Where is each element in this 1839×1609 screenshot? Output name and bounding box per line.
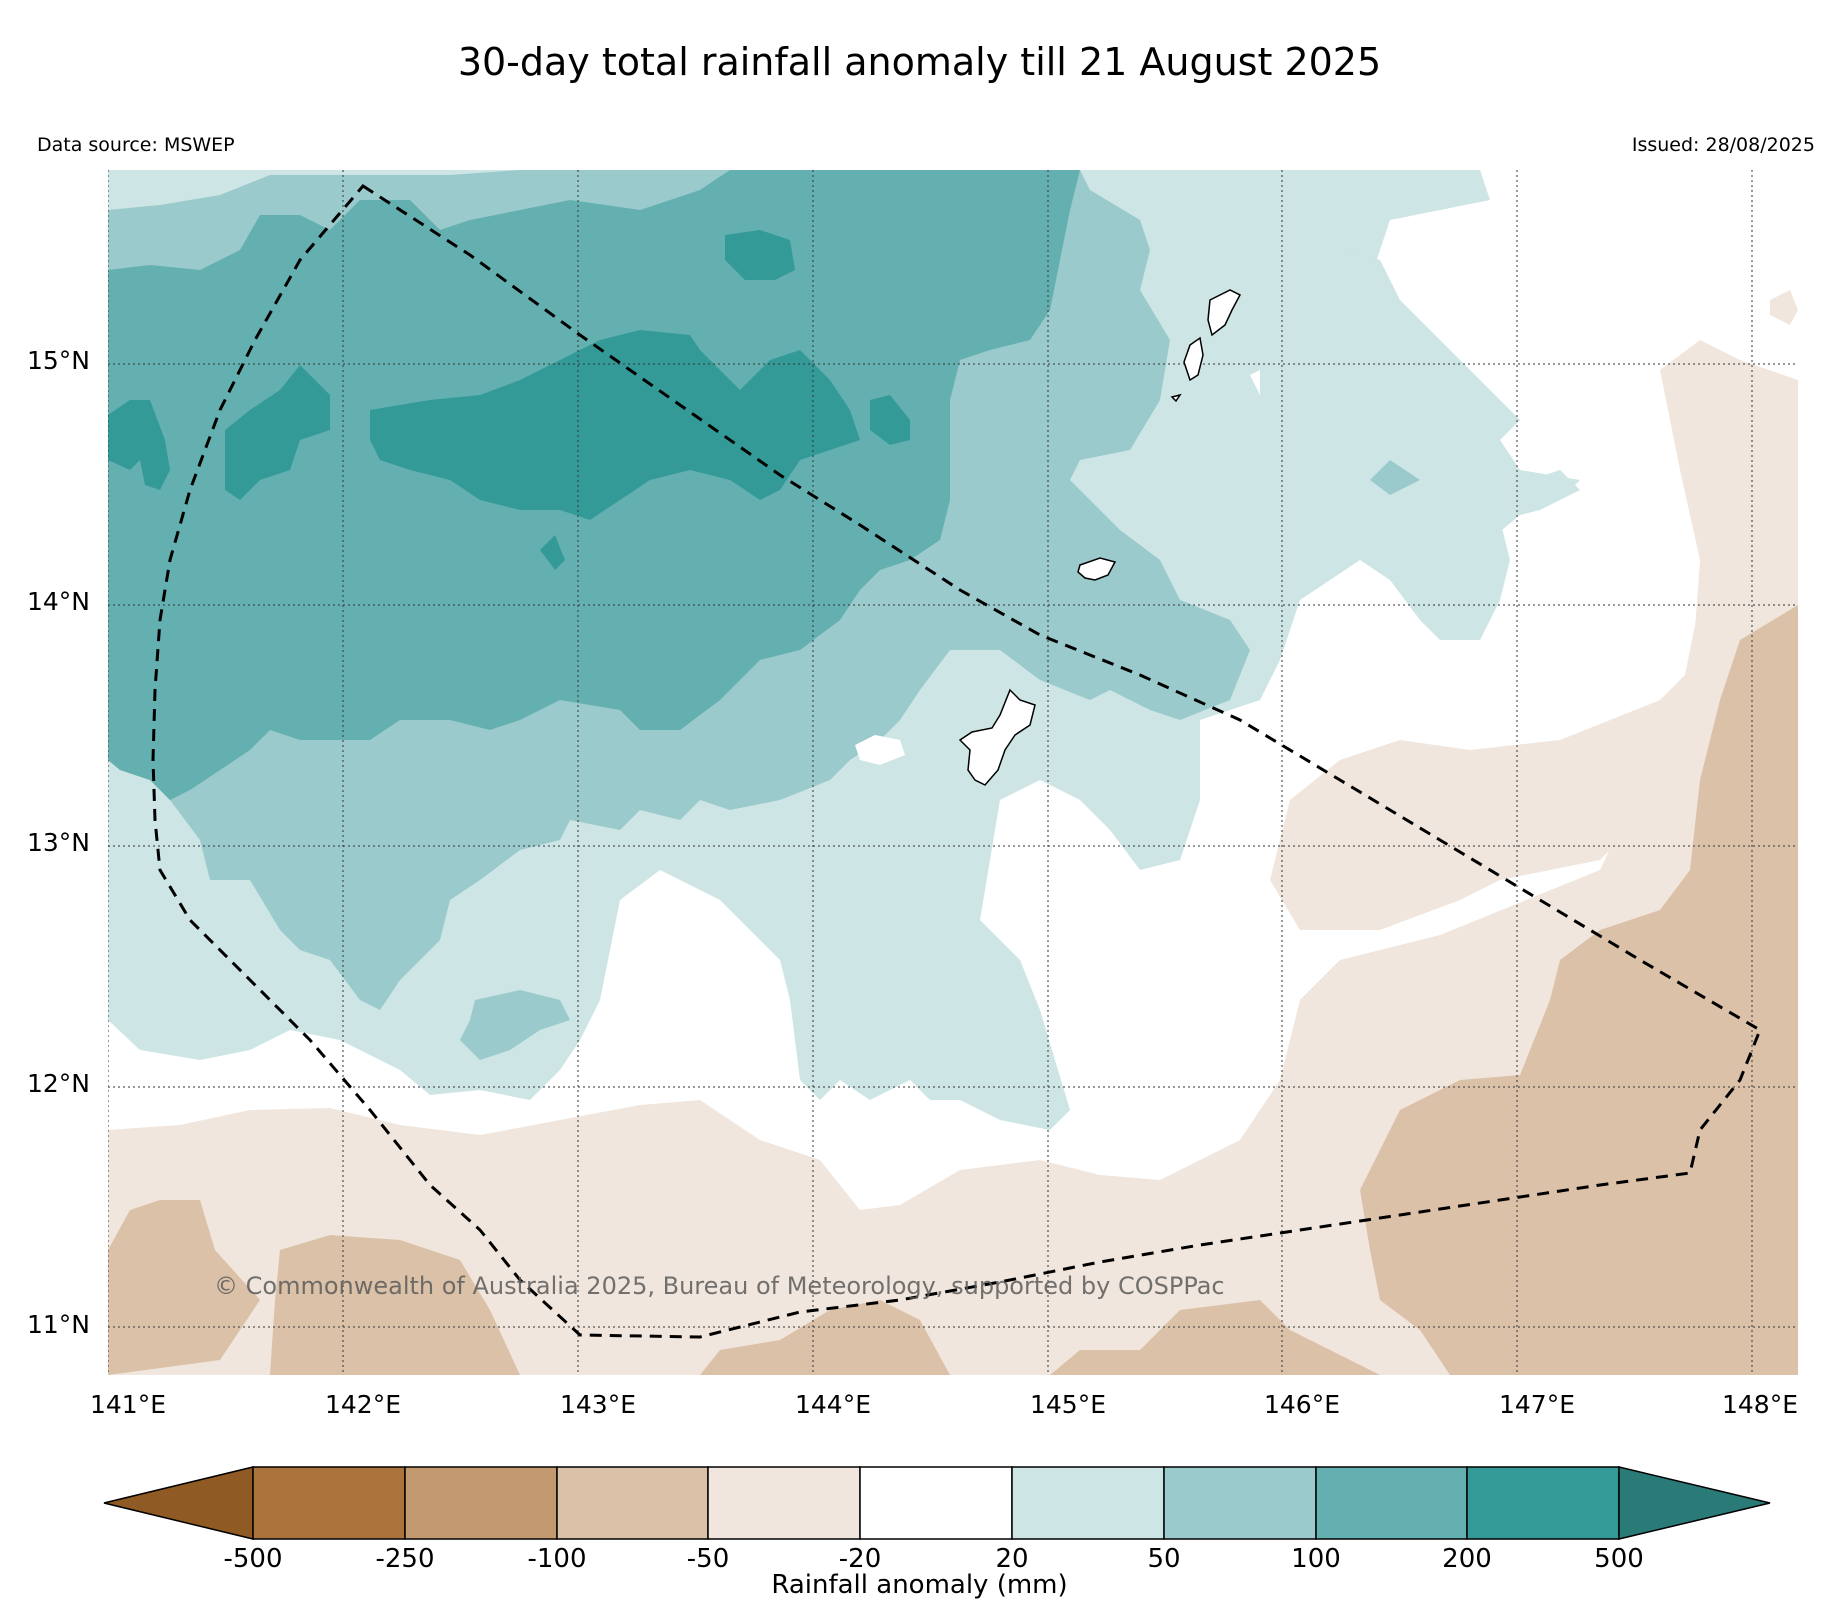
island-small [1170,393,1182,403]
island-saipan [1207,289,1242,337]
colorbar-bin-50-100 [1163,1466,1317,1540]
region-200-500-central [370,330,860,520]
region-200-500-west [108,400,170,490]
colorbar-extend-low [103,1466,254,1540]
data-source-label: Data source: MSWEP [37,134,235,156]
region-minus20-minus50-east [1270,340,1798,930]
region-minus50-minus100-southwest [108,1200,260,1375]
colorbar-extend-high [1618,1466,1771,1540]
colorbar-tick-20: 20 [995,1544,1029,1574]
colorbar-bin-minus20-20 [859,1466,1013,1540]
lat-label-14n: 14°N [26,587,90,616]
map-grid [108,170,1798,1375]
lon-label-141e: 141°E [89,1390,166,1419]
lat-label-13n: 13°N [26,828,90,857]
eez-boundary [151,184,1762,1339]
colorbar-bin-minus50-minus20 [707,1466,861,1540]
copyright-notice: © Commonwealth of Australia 2025, Bureau… [214,1272,1225,1300]
colorbar-label: Rainfall anomaly (mm) [771,1570,1068,1600]
lon-label-145e: 145°E [1029,1390,1106,1419]
colorbar [103,1466,1771,1540]
region-200-500-small3 [540,535,565,570]
lon-label-143e: 143°E [559,1390,636,1419]
colorbar-tick-minus500: -500 [223,1544,283,1574]
colorbar-bin-100-200 [1315,1466,1468,1540]
region-200-500-small1 [870,395,910,445]
lon-label-144e: 144°E [794,1390,871,1419]
region-200-500-small2 [725,230,795,280]
colorbar-tick-200: 200 [1442,1544,1492,1574]
map-frame [108,170,1798,1375]
map-title: 30-day total rainfall anomaly till 21 Au… [457,40,1382,84]
region-minus50-minus100-southcentral [700,1300,950,1375]
colorbar-tick-500: 500 [1594,1544,1644,1574]
island-tinian [1183,336,1204,382]
colorbar-bin-minus100-minus50 [556,1466,709,1540]
colorbar-tick-100: 100 [1291,1544,1341,1574]
region-50-100-small-east [1370,460,1420,495]
colorbar-bin-200-500 [1466,1466,1620,1540]
region-white-hole-2 [1250,370,1260,395]
region-minus50-minus100-east [1360,605,1798,1375]
region-20-50-east [1290,230,1580,560]
colorbar-bin-minus250-minus100 [404,1466,558,1540]
colorbar-tick-50: 50 [1147,1544,1181,1574]
region-200-500-west2 [225,365,330,500]
region-50-100-small-south [460,990,570,1060]
lat-label-11n: 11°N [26,1310,90,1339]
colorbar-tick-minus250: -250 [375,1544,435,1574]
region-minus50-minus100-south [270,1235,520,1375]
lon-label-146e: 146°E [1263,1390,1340,1419]
lat-label-12n: 12°N [26,1069,90,1098]
colorbar-tick-minus100: -100 [527,1544,587,1574]
lon-label-148e: 148°E [1721,1390,1798,1419]
colorbar-tick-minus20: -20 [838,1544,882,1574]
colorbar-bin-20-50 [1011,1466,1165,1540]
lat-label-15n: 15°N [26,346,90,375]
colorbar-bin-minus500-minus250 [252,1466,406,1540]
issued-date-label: Issued: 28/08/2025 [1631,134,1815,156]
island-rota [1077,557,1117,581]
colorbar-tick-minus50: -50 [686,1544,730,1574]
island-outlines [958,289,1242,786]
lon-label-142e: 142°E [324,1390,401,1419]
region-minus50-minus100-southeast [1050,1300,1380,1375]
lon-label-147e: 147°E [1498,1390,1575,1419]
island-guam [958,688,1036,786]
region-minus20-minus50-northeast [1770,290,1798,325]
region-white-hole-1 [855,735,905,765]
